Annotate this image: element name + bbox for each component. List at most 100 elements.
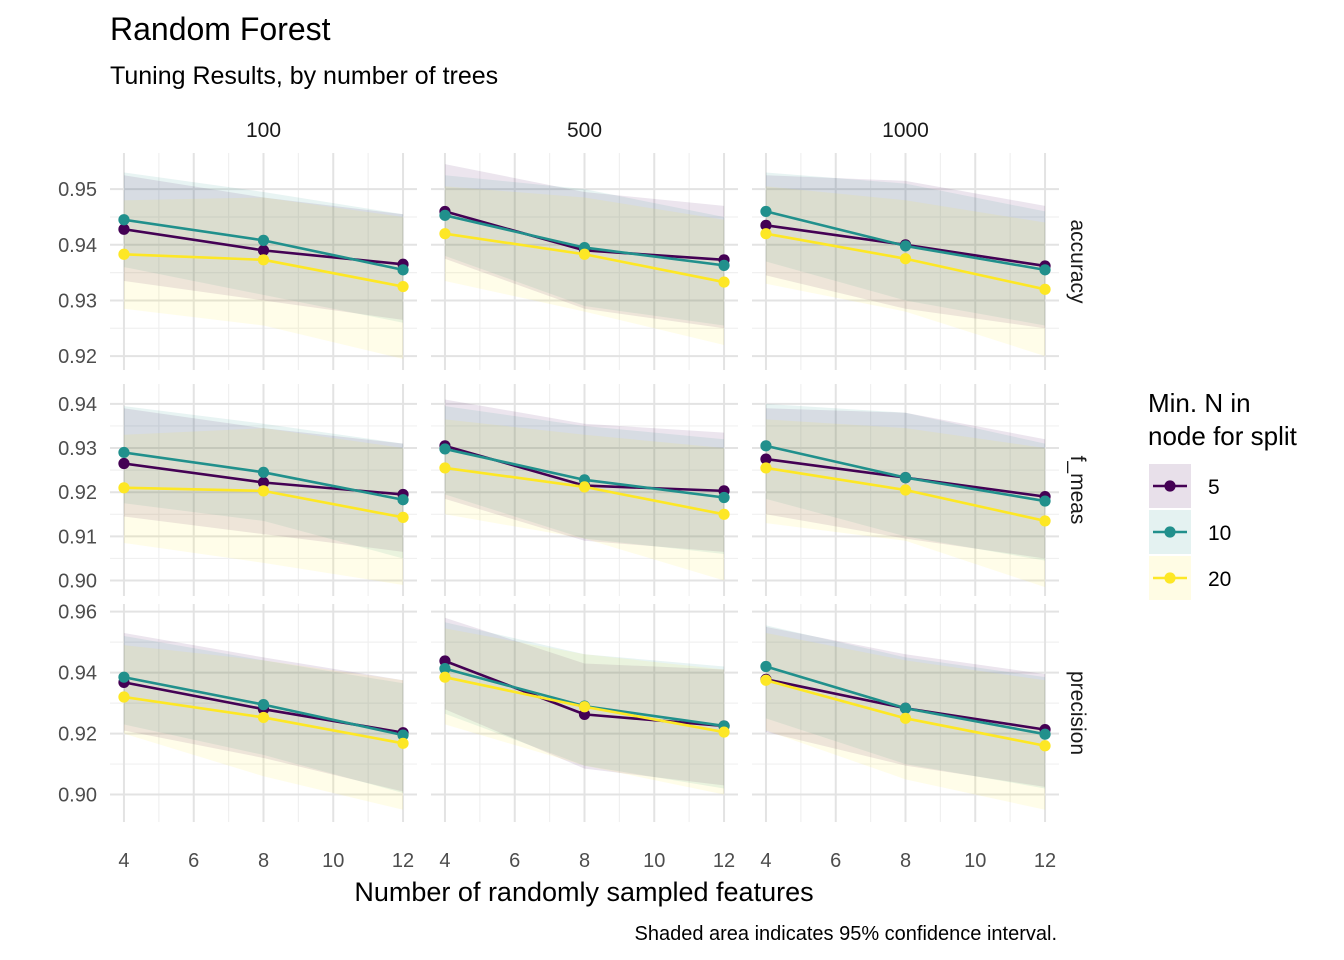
data-point-20 [257, 711, 270, 724]
data-point-10 [118, 214, 130, 226]
data-point-20 [718, 726, 730, 738]
legend-label: 20 [1208, 568, 1231, 591]
y-tick-label: 0.92 [58, 346, 97, 368]
legend-label: 10 [1208, 522, 1231, 545]
data-point-10 [439, 443, 451, 455]
y-tick-label: 0.91 [58, 526, 97, 548]
data-point-10 [257, 234, 270, 246]
y-tick-label: 0.92 [58, 724, 97, 746]
legend-label: 5 [1208, 476, 1220, 499]
y-tick-label: 0.94 [58, 235, 97, 257]
data-point-20 [578, 248, 591, 260]
data-point-20 [257, 254, 270, 266]
x-tick-label: 6 [830, 850, 841, 872]
data-point-10 [439, 209, 451, 221]
data-point-20 [1039, 283, 1051, 295]
data-point-5 [760, 219, 772, 231]
facet-strip-label: 100 [246, 119, 281, 142]
data-point-20 [718, 276, 730, 288]
data-point-20 [1039, 740, 1051, 752]
data-point-10 [257, 466, 270, 478]
chart-subtitle: Tuning Results, by number of trees [110, 62, 498, 90]
x-tick-label: 4 [118, 850, 129, 872]
data-point-10 [760, 205, 772, 218]
y-tick-label: 0.95 [58, 179, 97, 201]
legend-key-point [1164, 480, 1176, 492]
x-tick-label: 4 [439, 850, 450, 872]
x-tick-label: 10 [322, 850, 344, 872]
facet-strip-label: 1000 [882, 119, 929, 142]
data-point-5 [257, 244, 270, 256]
x-tick-label: 6 [188, 850, 199, 872]
data-point-10 [1039, 495, 1051, 507]
data-point-5 [118, 457, 130, 470]
x-axis-label: Number of randomly sampled features [354, 877, 813, 907]
data-point-20 [257, 485, 270, 497]
x-tick-label: 6 [509, 850, 520, 872]
y-tick-label: 0.90 [58, 785, 97, 807]
data-point-5 [760, 453, 772, 465]
x-tick-label: 10 [643, 850, 665, 872]
y-tick-label: 0.94 [58, 394, 97, 416]
data-point-10 [718, 259, 730, 271]
data-point-5 [118, 223, 130, 235]
data-point-10 [899, 702, 912, 714]
legend-item-20: 20 [1149, 556, 1231, 600]
chart-title: Random Forest [110, 11, 331, 47]
x-tick-label: 8 [258, 850, 269, 872]
data-point-10 [899, 472, 912, 484]
data-point-20 [397, 280, 409, 293]
data-point-20 [439, 462, 451, 474]
data-point-10 [397, 729, 409, 741]
data-point-10 [1039, 264, 1051, 276]
x-tick-label: 12 [713, 850, 735, 872]
data-point-10 [118, 671, 130, 683]
ci-ribbon-5 [765, 408, 1046, 559]
legend-title: node for split [1148, 421, 1298, 451]
data-point-10 [899, 240, 912, 252]
y-tick-label: 0.90 [58, 571, 97, 593]
x-tick-label: 8 [900, 850, 911, 872]
data-point-20 [899, 712, 912, 724]
facet-strip-label: f_meas [1066, 456, 1089, 525]
data-point-20 [118, 248, 130, 260]
legend-item-10: 10 [1149, 510, 1231, 554]
data-point-20 [439, 228, 451, 240]
data-point-20 [439, 671, 451, 683]
facet-strip-label: accuracy [1066, 219, 1089, 304]
chart-caption: Shaded area indicates 95% confidence int… [635, 923, 1058, 945]
data-point-20 [760, 674, 772, 686]
data-point-20 [760, 228, 772, 240]
data-point-20 [1039, 515, 1051, 527]
x-tick-label: 12 [392, 850, 414, 872]
data-point-10 [397, 264, 409, 276]
y-tick-label: 0.93 [58, 438, 97, 460]
facet-strip-label: 500 [567, 119, 602, 142]
y-tick-label: 0.94 [58, 663, 97, 685]
data-point-20 [118, 482, 130, 494]
ci-ribbon-20 [123, 645, 404, 810]
data-point-5 [257, 476, 270, 489]
legend-title: Min. N in [1148, 388, 1251, 418]
y-tick-label: 0.96 [58, 602, 97, 624]
y-tick-label: 0.93 [58, 290, 97, 312]
ci-ribbon-20 [123, 428, 404, 585]
data-point-10 [257, 699, 270, 711]
x-tick-label: 8 [579, 850, 590, 872]
ci-ribbon-20 [123, 197, 404, 359]
data-point-10 [760, 660, 772, 673]
data-point-20 [578, 481, 591, 493]
data-point-20 [578, 701, 591, 713]
data-point-10 [718, 491, 730, 504]
legend-item-5: 5 [1149, 464, 1220, 508]
y-tick-label: 0.92 [58, 482, 97, 504]
x-tick-label: 10 [964, 850, 986, 872]
x-tick-label: 12 [1034, 850, 1056, 872]
data-point-10 [439, 663, 451, 675]
data-point-10 [1039, 728, 1051, 740]
ci-ribbon-5 [765, 175, 1046, 329]
data-point-20 [760, 462, 772, 474]
data-point-20 [397, 737, 409, 749]
